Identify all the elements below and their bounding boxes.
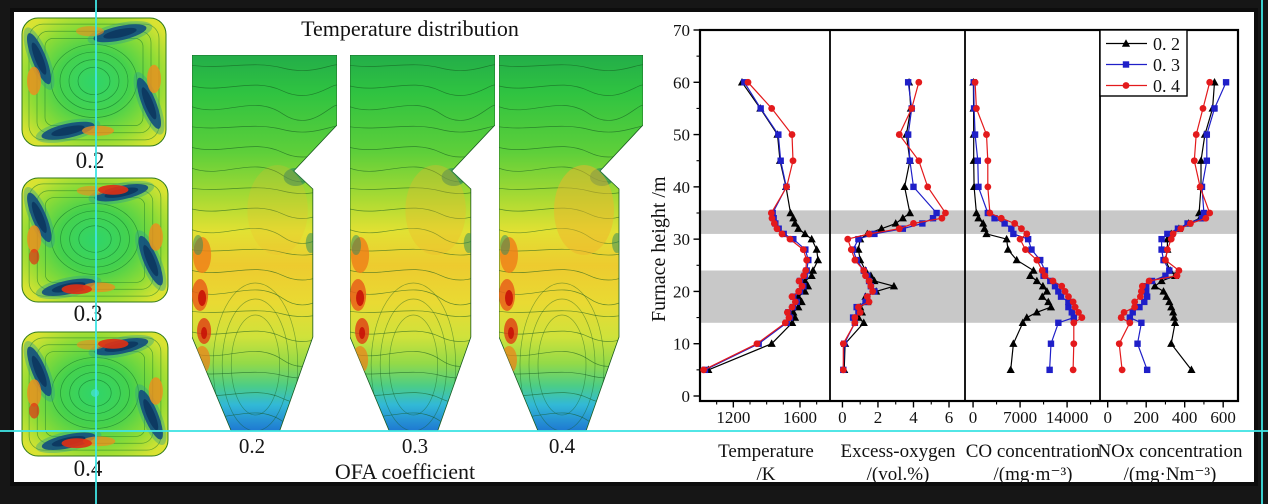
panel-xlabel-nox-concentration: NOx concentration /(mg·Nm⁻³): [1097, 441, 1243, 485]
cross-section-label: 0.3: [73, 301, 103, 326]
furnace-contour-plot: [499, 55, 643, 431]
ofa-case-label: 0.3: [401, 434, 429, 458]
cross-section-contour-plot: [21, 17, 167, 147]
panel-xlabel-temperature: Temperature /K: [718, 441, 814, 485]
cross-section-label: 0.4: [73, 456, 103, 481]
horizontal-guide-line: [0, 430, 1268, 432]
panel-xlabel-co-concentration: CO concentration /(mg·m⁻³): [965, 441, 1101, 485]
ofa-coefficient-xlabel: OFA coefficient: [334, 459, 476, 484]
furnace-contour-plot: [350, 55, 495, 431]
ofa-case-label: 0.4: [548, 434, 576, 458]
furnace-contour-plot: [192, 55, 337, 431]
furnace-height-ylabel: Furnace height /m: [648, 176, 670, 322]
panel-xlabel-excess-oxygen: Excess-oxygen /(vol.%): [840, 441, 956, 485]
cross-section-label: 0.2: [75, 148, 105, 173]
temperature-distribution-title: Temperature distribution: [301, 16, 519, 41]
vertical-guide-line-right: [1261, 0, 1263, 504]
ofa-case-label: 0.2: [238, 434, 266, 458]
vertical-guide-line: [95, 0, 97, 504]
